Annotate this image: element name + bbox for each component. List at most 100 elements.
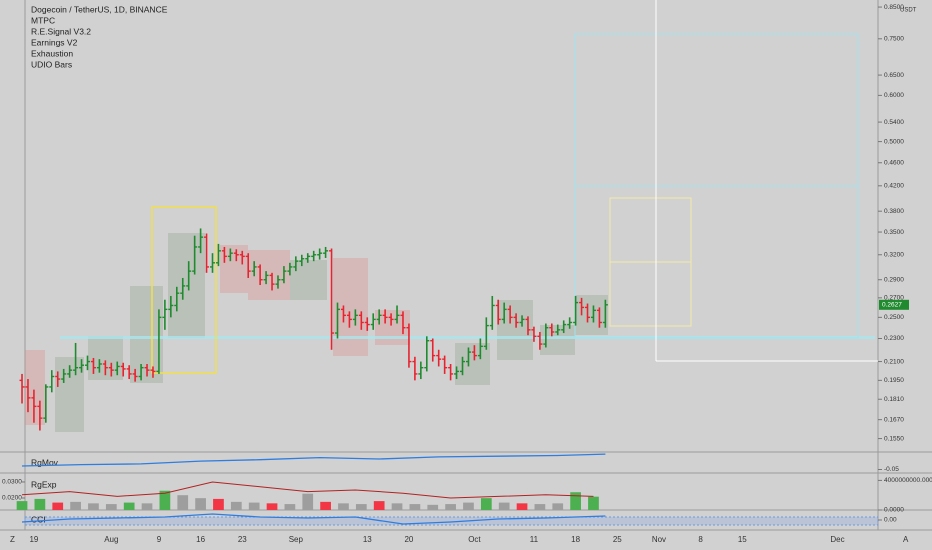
histogram-bar — [552, 503, 564, 510]
y-tick-label: 0.0000 — [884, 507, 904, 514]
x-tick-label: Nov — [652, 535, 666, 544]
histogram-bar — [534, 504, 546, 510]
histogram-bar — [88, 503, 99, 510]
histogram-bar — [302, 493, 314, 510]
chart-title: Dogecoin / TetherUS, 1D, BINANCE — [31, 4, 168, 14]
y-tick-label: 0.4600 — [884, 159, 904, 166]
overlay-line — [21, 481, 594, 499]
histogram-bar — [248, 502, 260, 510]
histogram-bar — [427, 504, 439, 510]
x-tick-label: 15 — [738, 535, 747, 544]
support-band — [60, 336, 875, 339]
y-tick-label: 0.5400 — [884, 119, 904, 126]
histogram-bar — [177, 495, 189, 510]
histogram-bar — [320, 501, 331, 510]
x-tick-label: 13 — [363, 535, 372, 544]
zone — [497, 300, 533, 360]
histogram-bar — [213, 498, 224, 510]
y-tick-label: 0.0200 — [2, 495, 22, 502]
last-price-badge — [879, 299, 909, 310]
y-tick-label: 0.3200 — [884, 251, 904, 258]
histogram-bar — [516, 503, 528, 510]
zone — [333, 258, 368, 356]
histogram-bar — [570, 492, 581, 510]
histogram-bar — [70, 501, 81, 510]
cci-band — [24, 516, 879, 526]
y-tick-label: 0.2900 — [884, 276, 904, 283]
histogram-bar — [195, 498, 206, 510]
x-tick-label: Dec — [830, 535, 844, 544]
zone — [248, 250, 290, 300]
indicator-label: R.E.Signal V3.2 — [31, 26, 91, 36]
x-tick-label: 18 — [571, 535, 580, 544]
y-tick-label: 0.1810 — [884, 396, 904, 403]
x-tick-label: Oct — [468, 535, 481, 544]
histogram-bar — [338, 503, 349, 510]
histogram-bar — [52, 502, 64, 510]
histogram-bar — [480, 498, 492, 510]
pane-label: RgExp — [31, 479, 57, 489]
histogram-bar — [141, 503, 153, 510]
y-tick-label: 0.3500 — [884, 229, 904, 236]
zone — [575, 295, 608, 335]
histogram-bar — [409, 504, 421, 510]
histogram-bar — [391, 503, 403, 510]
y-tick-label: 0.2700 — [884, 295, 904, 302]
histogram-bar — [588, 496, 599, 510]
indicator-line — [21, 453, 606, 467]
y-tick-label: 0.3800 — [884, 208, 904, 215]
axis-unit: USDT — [900, 8, 917, 14]
histogram-bar — [123, 502, 135, 510]
pane-label: CCI — [31, 514, 46, 524]
y-tick-label: 4000000000.0000 — [884, 477, 932, 484]
histogram-bar — [230, 501, 242, 510]
pane-label: RgMov — [31, 457, 59, 467]
corner-label: A — [903, 535, 909, 544]
y-tick-label: 0.6500 — [884, 72, 904, 79]
indicator-line — [21, 513, 606, 525]
x-tick-label: 25 — [613, 535, 622, 544]
zone — [455, 343, 490, 385]
y-tick-label: 0.1670 — [884, 416, 904, 423]
y-tick-label: 0.8500 — [884, 4, 904, 11]
y-tick-label: 0.00 — [884, 517, 897, 524]
histogram-bar — [105, 504, 117, 510]
y-tick-label: 0.4200 — [884, 183, 904, 190]
x-tick-label: 23 — [238, 535, 247, 544]
corner-label: Z — [10, 535, 15, 544]
histogram-bar — [16, 501, 28, 510]
y-tick-label: -0.05 — [884, 466, 899, 473]
y-tick-label: 0.5000 — [884, 138, 904, 145]
histogram-bar — [445, 504, 456, 510]
y-tick-label: 0.1550 — [884, 435, 904, 442]
indicator-label: MTPC — [31, 15, 55, 25]
range-box — [151, 206, 217, 374]
y-tick-label: 0.2500 — [884, 314, 904, 321]
y-tick-label: 0.2100 — [884, 358, 904, 365]
histogram-bar — [463, 502, 474, 510]
x-tick-label: 16 — [196, 535, 205, 544]
y-tick-label: 0.1950 — [884, 377, 904, 384]
y-tick-label: 0.6000 — [884, 92, 904, 99]
x-tick-label: 20 — [404, 535, 413, 544]
histogram-bar — [266, 503, 278, 510]
price-bars — [19, 228, 608, 431]
histogram-bar — [34, 498, 46, 510]
histogram-bar — [498, 502, 510, 510]
y-tick-label: 0.0300 — [2, 479, 22, 486]
histogram-bar — [284, 504, 296, 510]
histogram-bar — [159, 490, 171, 510]
indicator-label: Exhaustion — [31, 48, 73, 58]
x-tick-label: Aug — [104, 535, 118, 544]
indicator-label: UDIO Bars — [31, 59, 72, 69]
histogram-bar — [373, 501, 385, 510]
indicator-label: Earnings V2 — [31, 37, 78, 47]
x-tick-label: Sep — [289, 535, 304, 544]
x-tick-label: 9 — [157, 535, 162, 544]
x-tick-label: 19 — [29, 535, 38, 544]
last-price-label: 0.2627 — [882, 302, 902, 309]
y-tick-label: 0.2300 — [884, 335, 904, 342]
x-tick-label: 8 — [698, 535, 703, 544]
